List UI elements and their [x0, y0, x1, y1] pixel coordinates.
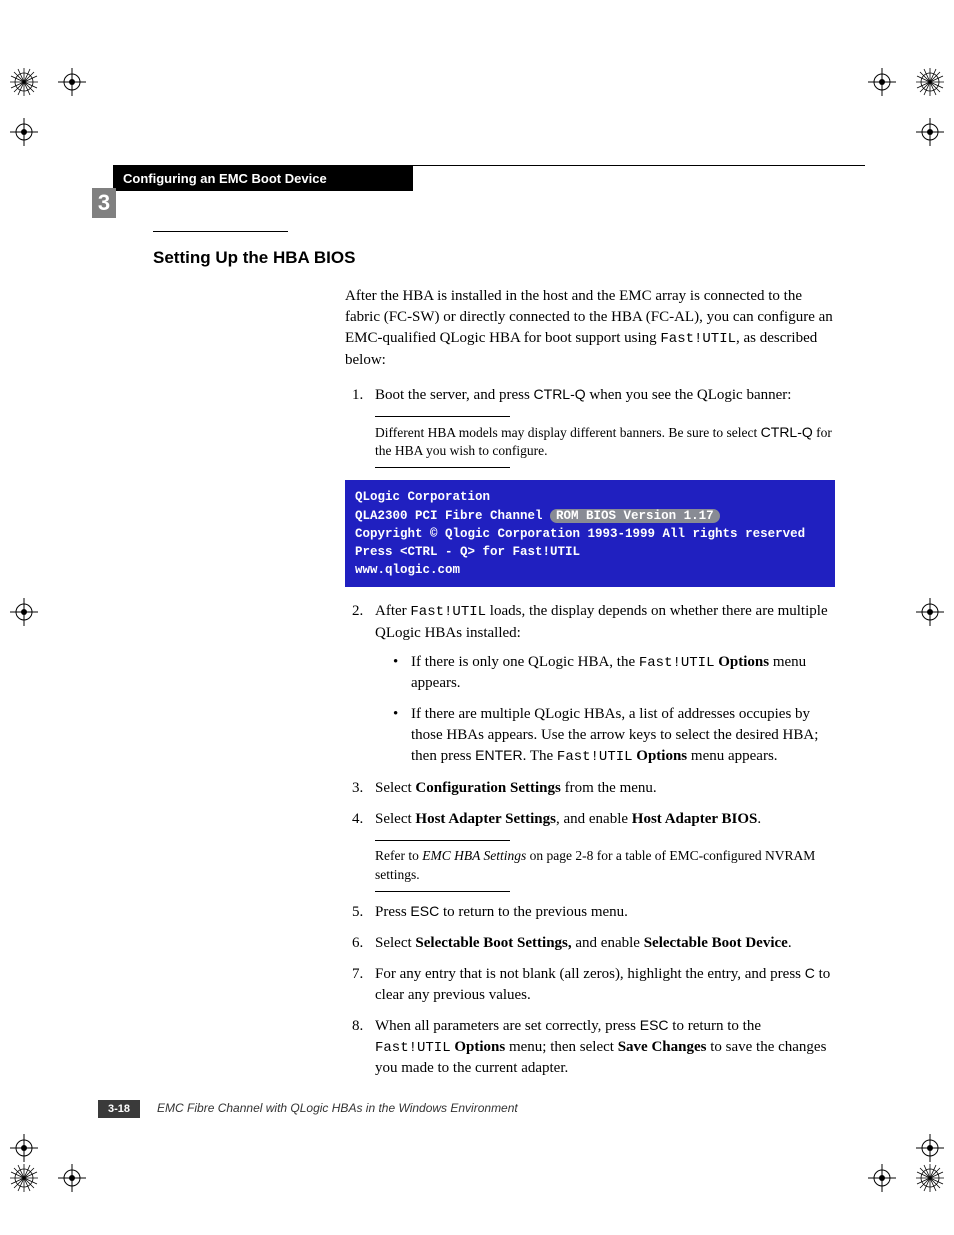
crop-sun-tl: [10, 68, 38, 96]
crop-sun-bl: [10, 1164, 38, 1192]
crop-sun-br: [916, 1164, 944, 1192]
steps-list: Boot the server, and press CTRL-Q when y…: [345, 385, 835, 1080]
body-text: After the HBA is installed in the host a…: [345, 286, 835, 1079]
crop-cross-rm: [916, 598, 944, 626]
crop-sun-tr: [916, 68, 944, 96]
note-rule-top: [375, 416, 510, 417]
crop-cross-bl2: [58, 1164, 86, 1192]
footer-doc-title: EMC Fibre Channel with QLogic HBAs in th…: [157, 1101, 518, 1115]
step-2-bullet-1: If there is only one QLogic HBA, the Fas…: [393, 652, 835, 695]
step-8: When all parameters are set correctly, p…: [367, 1016, 835, 1080]
crop-cross-lm: [10, 598, 38, 626]
page-footer: 3-18 EMC Fibre Channel with QLogic HBAs …: [98, 1100, 868, 1118]
step-2-bullet-2: If there are multiple QLogic HBAs, a lis…: [393, 704, 835, 768]
crop-cross-tl2: [58, 68, 86, 96]
crop-cross-l2: [10, 1134, 38, 1162]
bios-banner-code: QLogic Corporation QLA2300 PCI Fibre Cha…: [345, 480, 835, 587]
step-4: Select Host Adapter Settings, and enable…: [367, 809, 835, 892]
breadcrumb-text: Configuring an EMC Boot Device: [123, 171, 327, 186]
crop-cross-l1: [10, 118, 38, 146]
step-2-bullets: If there is only one QLogic HBA, the Fas…: [375, 652, 835, 768]
step-5: Press ESC to return to the previous menu…: [367, 902, 835, 923]
step-6: Select Selectable Boot Settings, and ena…: [367, 933, 835, 954]
note-rule-top-2: [375, 840, 510, 841]
step-1-note: Different HBA models may display differe…: [375, 416, 835, 469]
note-rule-bottom-2: [375, 891, 510, 892]
crop-cross-tr2: [868, 68, 896, 96]
breadcrumb-bar: Configuring an EMC Boot Device: [113, 166, 413, 191]
page-number: 3-18: [98, 1100, 140, 1118]
crop-cross-br2: [868, 1164, 896, 1192]
step-7: For any entry that is not blank (all zer…: [367, 964, 835, 1006]
note-rule-bottom: [375, 467, 510, 468]
crop-cross-r2: [916, 1134, 944, 1162]
intro-paragraph: After the HBA is installed in the host a…: [345, 286, 835, 371]
crop-cross-r1: [916, 118, 944, 146]
section-title: Setting Up the HBA BIOS: [153, 236, 865, 268]
chapter-number: 3: [92, 188, 116, 218]
step-4-note: Refer to EMC HBA Settings on page 2-8 fo…: [375, 840, 835, 892]
section-title-rule: [153, 231, 288, 232]
page-content: Configuring an EMC Boot Device 3 Setting…: [95, 165, 865, 1089]
step-2: After Fast!UTIL loads, the display depen…: [367, 601, 835, 768]
step-1: Boot the server, and press CTRL-Q when y…: [367, 385, 835, 587]
step-3: Select Configuration Settings from the m…: [367, 778, 835, 799]
